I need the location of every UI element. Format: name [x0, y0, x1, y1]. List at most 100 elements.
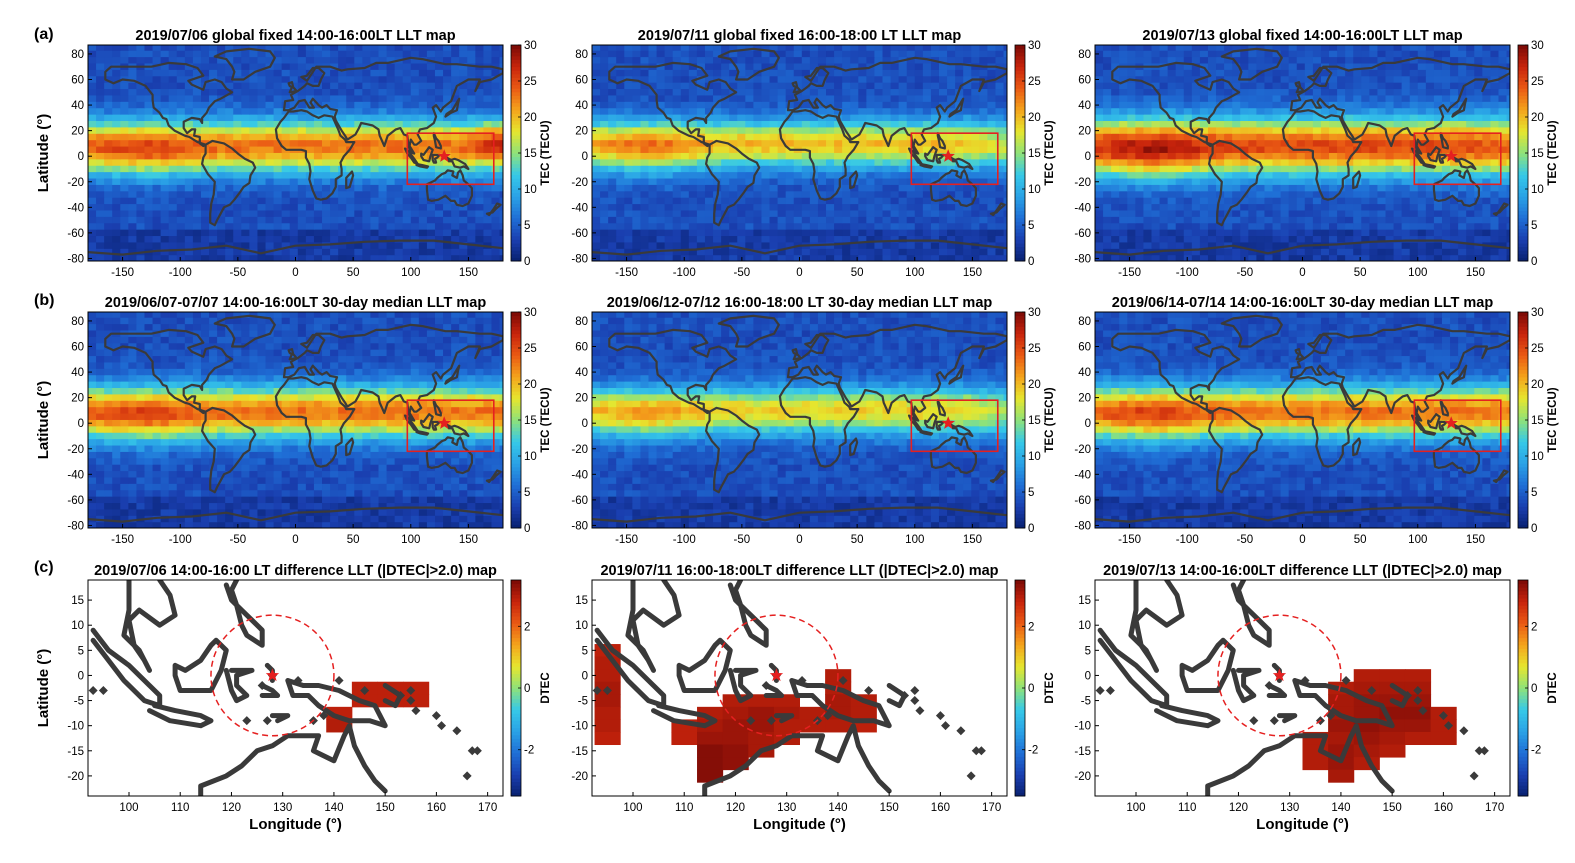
tec-cell	[209, 241, 218, 249]
tec-cell	[112, 177, 121, 185]
tec-cell	[176, 62, 186, 70]
tec-cell	[1361, 152, 1370, 160]
tec-cell	[1441, 133, 1451, 141]
tec-cell	[1199, 158, 1209, 166]
tec-cell	[938, 94, 948, 102]
tec-cell	[696, 126, 706, 134]
tec-cell	[656, 120, 666, 128]
tec-cell	[947, 248, 956, 256]
tec-cell	[1143, 197, 1153, 205]
tec-cell	[874, 45, 884, 51]
tec-cell	[1369, 152, 1379, 160]
tec-cell	[713, 152, 722, 160]
tec-cell	[209, 229, 218, 237]
tec-cell	[1143, 145, 1153, 153]
tec-cell	[434, 50, 444, 58]
tec-cell	[459, 126, 468, 134]
tec-cell	[257, 107, 267, 115]
tec-cell	[640, 241, 650, 249]
tec-cell	[914, 197, 924, 205]
tec-cell	[1466, 120, 1475, 128]
tec-cell	[680, 94, 690, 102]
tec-cell	[410, 165, 420, 173]
tec-cell	[378, 120, 388, 128]
tec-cell	[249, 120, 259, 128]
tec-cell	[874, 69, 884, 77]
tec-cell	[1264, 203, 1274, 211]
tec-cell	[176, 235, 186, 243]
tec-cell	[1425, 248, 1435, 256]
tec-cell	[217, 152, 226, 160]
colorbar-segment	[511, 149, 521, 154]
tec-cell	[289, 171, 299, 179]
tec-cell	[777, 197, 787, 205]
tec-cell	[1272, 209, 1282, 217]
tec-cell	[616, 88, 625, 96]
tec-cell	[1320, 152, 1330, 160]
tec-cell	[1393, 203, 1403, 211]
tec-cell	[648, 216, 658, 224]
colorbar-segment	[1015, 178, 1025, 183]
tec-cell	[1482, 126, 1492, 134]
tec-cell	[1320, 248, 1330, 256]
tec-cell	[217, 254, 226, 261]
tec-cell	[600, 145, 609, 153]
tec-cell	[1377, 145, 1387, 153]
tec-cell	[362, 139, 372, 147]
tec-cell	[128, 171, 138, 179]
tec-cell	[1003, 69, 1007, 77]
tec-cell	[176, 216, 186, 224]
tec-cell	[1199, 222, 1209, 230]
tec-cell	[1216, 254, 1225, 261]
tec-cell	[410, 88, 420, 96]
tec-cell	[289, 69, 299, 77]
tec-cell	[338, 82, 347, 90]
colorbar-segment	[1015, 48, 1025, 53]
tec-cell	[209, 235, 218, 243]
tec-cell	[616, 190, 625, 198]
tec-cell	[402, 241, 412, 249]
tec-cell	[1345, 139, 1354, 147]
tec-cell	[713, 45, 722, 51]
tec-cell	[850, 203, 859, 211]
colorbar-segment	[511, 109, 521, 114]
colorbar-tick-label: 30	[524, 40, 537, 52]
tec-cell	[289, 139, 299, 147]
tec-cell	[217, 184, 226, 192]
tec-cell	[624, 107, 633, 115]
tec-cell	[858, 45, 867, 51]
tec-cell	[160, 209, 170, 217]
tec-cell	[1111, 152, 1120, 160]
tec-cell	[273, 50, 283, 58]
tec-cell	[834, 126, 843, 134]
tec-cell	[624, 139, 633, 147]
tec-cell	[1312, 248, 1322, 256]
tec-cell	[1272, 165, 1282, 173]
tec-cell	[955, 203, 964, 211]
tec-cell	[1490, 203, 1500, 211]
tec-cell	[499, 177, 503, 185]
tec-cell	[987, 152, 997, 160]
tec-cell	[947, 184, 956, 192]
tec-cell	[858, 152, 867, 160]
tec-cell	[971, 158, 980, 166]
tec-cell	[289, 165, 299, 173]
tec-cell	[346, 62, 355, 70]
tec-cell	[1353, 197, 1362, 205]
colorbar-tick-label: 20	[524, 112, 537, 124]
tec-cell	[1151, 145, 1161, 153]
tec-cell	[491, 107, 501, 115]
colorbar-segment	[511, 167, 521, 172]
tec-cell	[386, 107, 396, 115]
colorbar-segment	[1015, 160, 1025, 165]
tec-cell	[443, 248, 452, 256]
tec-cell	[144, 56, 154, 64]
tec-cell	[313, 152, 323, 160]
tec-cell	[451, 158, 460, 166]
tec-cell	[971, 88, 980, 96]
tec-cell	[777, 50, 787, 58]
tec-cell	[713, 222, 722, 230]
colorbar-segment	[1015, 203, 1025, 208]
x-tick-label: -100	[673, 267, 696, 279]
tec-cell	[729, 75, 738, 83]
